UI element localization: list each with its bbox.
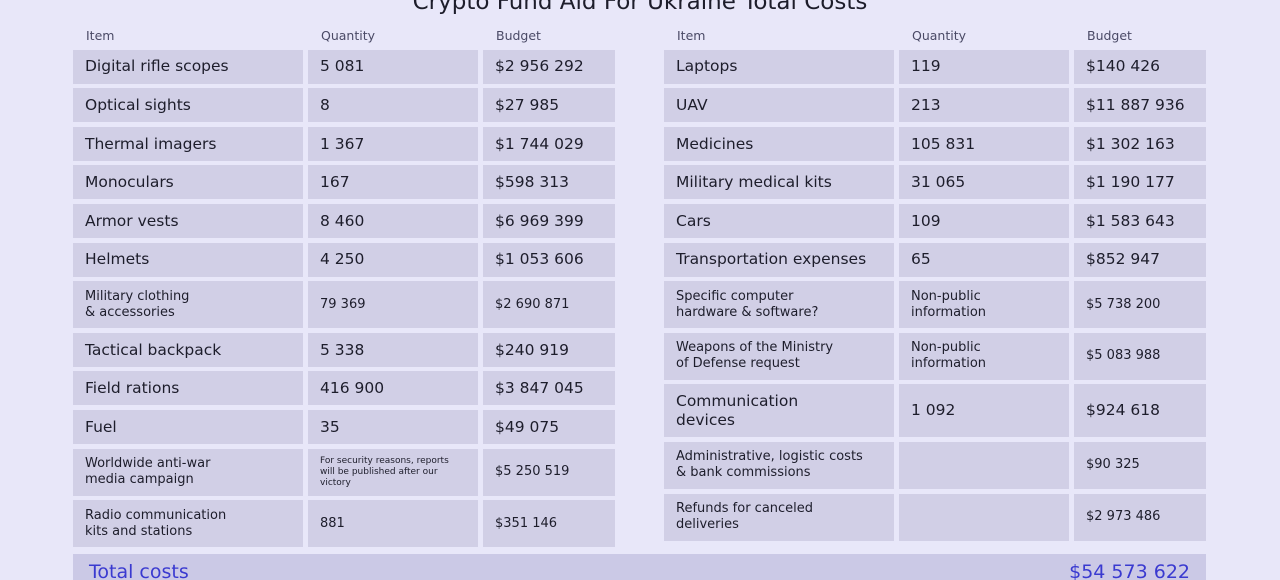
quantity-cell: 119 [899, 49, 1069, 84]
budget-cell: $1 302 163 [1074, 126, 1206, 161]
quantity-cell: 8 460 [308, 203, 478, 238]
item-cell: Military clothing & accessories [73, 281, 303, 329]
item-cell: Worldwide anti-war media campaign [73, 448, 303, 496]
quantity-cell [899, 493, 1069, 541]
quantity-cell: 167 [308, 165, 478, 200]
item-cell: Medicines [664, 126, 894, 161]
quantity-cell: 881 [308, 500, 478, 548]
quantity-cell: Non-public information [899, 332, 1069, 380]
item-cell: Helmets [73, 242, 303, 277]
budget-cell: $852 947 [1074, 242, 1206, 277]
item-cell: Communication devices [664, 384, 894, 438]
budget-cell: $5 083 988 [1074, 332, 1206, 380]
budget-cell: $1 744 029 [483, 126, 615, 161]
quantity-cell: 213 [899, 88, 1069, 123]
item-cell: Weapons of the Ministry of Defense reque… [664, 332, 894, 380]
budget-cell: $1 053 606 [483, 242, 615, 277]
budget-cell: $924 618 [1074, 384, 1206, 438]
budget-cell: $3 847 045 [483, 371, 615, 406]
quantity-cell: 31 065 [899, 165, 1069, 200]
quantity-cell: 5 338 [308, 332, 478, 367]
column-header: Quantity [912, 28, 967, 43]
budget-cell: $6 969 399 [483, 203, 615, 238]
quantity-cell: Non-public information [899, 281, 1069, 329]
item-cell: Military medical kits [664, 165, 894, 200]
quantity-cell: 109 [899, 203, 1069, 238]
total-value: $54 573 622 [1069, 561, 1190, 580]
quantity-cell: For security reasons, reports will be pu… [308, 448, 478, 496]
column-header: Budget [496, 28, 541, 43]
column-header: Item [86, 28, 115, 43]
item-cell: Armor vests [73, 203, 303, 238]
quantity-cell: 65 [899, 242, 1069, 277]
quantity-cell: 8 [308, 88, 478, 123]
quantity-cell: 105 831 [899, 126, 1069, 161]
quantity-cell: 5 081 [308, 49, 478, 84]
item-cell: UAV [664, 88, 894, 123]
item-cell: Cars [664, 203, 894, 238]
quantity-cell: 416 900 [308, 371, 478, 406]
item-cell: Transportation expenses [664, 242, 894, 277]
budget-cell: $11 887 936 [1074, 88, 1206, 123]
item-cell: Optical sights [73, 88, 303, 123]
budget-cell: $140 426 [1074, 49, 1206, 84]
budget-cell: $598 313 [483, 165, 615, 200]
column-header: Item [677, 28, 706, 43]
budget-cell: $2 973 486 [1074, 493, 1206, 541]
item-cell: Administrative, logistic costs & bank co… [664, 441, 894, 489]
budget-cell: $5 250 519 [483, 448, 615, 496]
quantity-cell: 4 250 [308, 242, 478, 277]
quantity-cell: 35 [308, 409, 478, 444]
quantity-cell: 1 092 [899, 384, 1069, 438]
column-header: Quantity [321, 28, 376, 43]
budget-cell: $5 738 200 [1074, 281, 1206, 329]
budget-cell: $1 583 643 [1074, 203, 1206, 238]
budget-cell: $351 146 [483, 500, 615, 548]
total-row: Total costs $54 573 622 [73, 554, 1206, 580]
table-left: Item Quantity Budget Digital rifle scopes 5 … [73, 27, 615, 548]
budget-cell: $49 075 [483, 409, 615, 444]
title: Crypto Fund Aid For Ukraine Total Costs [412, 0, 868, 15]
item-cell: Field rations [73, 371, 303, 406]
item-cell: Refunds for canceled deliveries [664, 493, 894, 541]
budget-cell: $2 690 871 [483, 281, 615, 329]
budget-cell: $1 190 177 [1074, 165, 1206, 200]
table-right: Item Quantity Budget Laptops 119 $140 426 UAV 2… [664, 27, 1206, 541]
budget-cell: $2 956 292 [483, 49, 615, 84]
item-cell: Digital rifle scopes [73, 49, 303, 84]
quantity-cell: 1 367 [308, 126, 478, 161]
item-cell: Monoculars [73, 165, 303, 200]
item-cell: Thermal imagers [73, 126, 303, 161]
quantity-cell: 79 369 [308, 281, 478, 329]
quantity-cell [899, 441, 1069, 489]
item-cell: Specific computer hardware & software? [664, 281, 894, 329]
total-label: Total costs [89, 561, 189, 580]
budget-cell: $27 985 [483, 88, 615, 123]
budget-cell: $240 919 [483, 332, 615, 367]
budget-cell: $90 325 [1074, 441, 1206, 489]
item-cell: Fuel [73, 409, 303, 444]
column-header: Budget [1087, 28, 1132, 43]
item-cell: Laptops [664, 49, 894, 84]
item-cell: Radio communication kits and stations [73, 500, 303, 548]
item-cell: Tactical backpack [73, 332, 303, 367]
